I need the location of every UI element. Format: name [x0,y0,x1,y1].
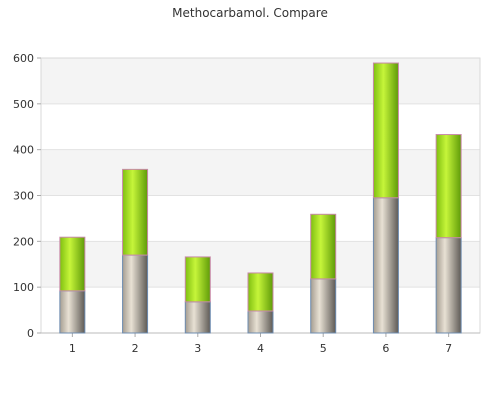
bar-segment-base [122,254,149,334]
bar-segment-top [310,213,337,280]
bar-segment-base [310,278,337,334]
bar-segment-base [435,237,462,334]
bar-segment-base [184,301,211,334]
y-tick-label: 400 [13,144,34,157]
bar-segment-top [59,236,86,292]
y-tick-label: 200 [13,235,34,248]
y-tick-label: 0 [27,327,34,340]
x-axis: 1 2 3 4 5 6 7 [41,332,480,355]
chart-title: Methocarbamol. Compare [172,6,328,20]
y-tick-label: 300 [13,190,34,203]
bar-segment-base [59,290,86,334]
x-tick-label: 4 [257,342,264,355]
band [41,58,480,104]
x-tick-label: 3 [194,342,201,355]
bar-segment-base [372,197,399,334]
y-axis: 0 100 200 300 400 500 600 [13,52,41,340]
bar-segment-base [247,310,274,334]
x-tick-label: 7 [445,342,452,355]
bar-segment-top [184,256,211,303]
band [41,103,480,150]
bar-segment-top [122,168,149,256]
y-tick-label: 600 [13,52,34,65]
plot-background-bands [41,58,480,333]
bar-segment-top [372,62,399,199]
band [41,149,480,196]
x-tick-label: 2 [132,342,139,355]
y-tick-label: 500 [13,98,34,111]
x-tick-label: 6 [382,342,389,355]
band [41,195,480,242]
bar-segment-top [435,134,462,239]
y-tick-label: 100 [13,281,34,294]
x-tick-label: 1 [69,342,76,355]
bars [59,62,462,334]
x-tick-label: 5 [320,342,327,355]
bar-segment-top [247,272,274,312]
